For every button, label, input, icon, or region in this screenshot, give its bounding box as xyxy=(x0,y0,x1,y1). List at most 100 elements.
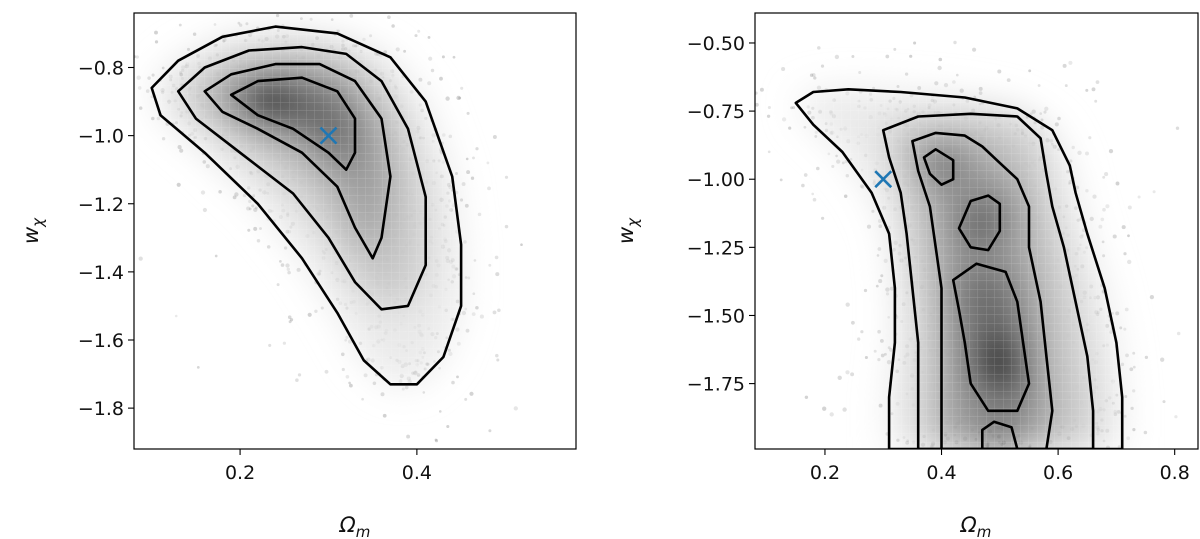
scatter-point xyxy=(280,263,285,267)
scatter-point xyxy=(1085,151,1089,156)
scatter-point xyxy=(513,406,518,411)
scatter-point xyxy=(1123,503,1126,506)
scatter-point xyxy=(893,47,897,51)
scatter-point xyxy=(1130,406,1134,411)
scatter-point xyxy=(496,358,500,362)
scatter-point xyxy=(1132,428,1136,432)
scatter-point xyxy=(475,147,479,151)
scatter-point xyxy=(888,474,891,477)
scatter-point xyxy=(422,391,426,394)
scatter-point xyxy=(767,150,771,154)
scatter-point xyxy=(466,170,471,175)
scatter-point xyxy=(874,466,877,469)
scatter-point xyxy=(822,406,827,411)
y-tick-label: −1.00 xyxy=(687,169,745,191)
scatter-point xyxy=(147,76,151,80)
scatter-point xyxy=(348,381,351,385)
scatter-point xyxy=(959,88,964,93)
scatter-point xyxy=(1085,88,1089,92)
scatter-point xyxy=(395,47,400,52)
scatter-point xyxy=(391,24,395,28)
scatter-point xyxy=(470,176,475,180)
scatter-point xyxy=(279,260,282,263)
scatter-point xyxy=(466,111,470,115)
scatter-point xyxy=(307,312,312,317)
contour-line xyxy=(951,262,1031,413)
scatter-point xyxy=(1095,80,1100,84)
scatter-point xyxy=(1123,327,1127,331)
scatter-point xyxy=(150,95,154,99)
contour-line xyxy=(150,25,463,386)
scatter-point xyxy=(913,41,917,45)
scatter-point xyxy=(1115,311,1120,316)
scatter-point xyxy=(151,116,155,121)
scatter-point xyxy=(382,413,387,418)
scatter-point xyxy=(196,366,200,369)
scatter-point xyxy=(340,352,345,357)
scatter-point xyxy=(882,474,886,478)
scatter-point xyxy=(1124,395,1128,398)
scatter-point xyxy=(504,224,509,229)
scatter-point xyxy=(458,96,462,100)
scatter-point xyxy=(138,106,143,110)
scatter-point xyxy=(448,351,453,357)
x-tick-label: 0.4 xyxy=(402,462,432,484)
scatter-point xyxy=(135,55,139,59)
scatter-point xyxy=(1115,181,1120,186)
scatter-point xyxy=(877,247,882,251)
x-tick-label: 0.2 xyxy=(225,462,255,484)
y-tick-label: −1.75 xyxy=(687,374,745,396)
scatter-point xyxy=(467,276,471,280)
scatter-point xyxy=(759,87,764,92)
scatter-point xyxy=(863,288,868,293)
scatter-point xyxy=(441,55,445,59)
scatter-point xyxy=(248,207,252,211)
scatter-point xyxy=(883,258,888,263)
scatter-point xyxy=(486,161,490,165)
scatter-point xyxy=(1132,389,1136,393)
scatter-point xyxy=(864,355,868,360)
scatter-point xyxy=(827,152,831,156)
scatter-point xyxy=(472,156,475,160)
scatter-point xyxy=(345,335,349,339)
scatter-point xyxy=(341,367,345,372)
scatter-point xyxy=(871,209,875,213)
y-tick-label: −1.8 xyxy=(78,398,124,420)
scatter-point xyxy=(487,186,491,191)
scatter-point xyxy=(320,306,324,310)
scatter-point xyxy=(126,99,129,102)
x-tick-label: 0.6 xyxy=(1043,462,1073,484)
scatter-point xyxy=(225,1,229,5)
density-grid xyxy=(151,26,462,385)
scatter-point xyxy=(836,159,841,164)
y-tick-label: −1.2 xyxy=(78,194,124,216)
scatter-point xyxy=(1132,351,1136,355)
x-tick-label: 0.4 xyxy=(926,462,956,484)
scatter-point xyxy=(177,145,182,150)
scatter-point xyxy=(1125,353,1129,358)
scatter-point xyxy=(1075,185,1080,190)
scatter-point xyxy=(755,91,758,95)
scatter-point xyxy=(266,245,271,249)
scatter-point xyxy=(845,302,850,307)
scatter-point xyxy=(877,219,882,223)
scatter-point xyxy=(887,469,890,472)
scatter-point xyxy=(1044,106,1049,111)
scatter-point xyxy=(820,216,825,220)
scatter-point xyxy=(788,126,792,130)
scatter-point xyxy=(459,198,464,202)
right-x-ticks: 0.2 0.4 0.6 0.8 xyxy=(810,449,1190,484)
scatter-point xyxy=(1100,217,1105,222)
scatter-point xyxy=(434,438,438,442)
scatter-point xyxy=(801,183,805,188)
scatter-point xyxy=(447,348,451,352)
scatter-point xyxy=(1106,455,1110,459)
scatter-point xyxy=(1121,225,1126,230)
scatter-point xyxy=(414,34,418,38)
scatter-point xyxy=(1144,355,1149,360)
scatter-point xyxy=(1126,436,1131,441)
scatter-point xyxy=(1101,240,1105,244)
right-density-map xyxy=(795,89,1123,449)
scatter-point xyxy=(748,456,751,459)
scatter-point xyxy=(1129,367,1134,372)
